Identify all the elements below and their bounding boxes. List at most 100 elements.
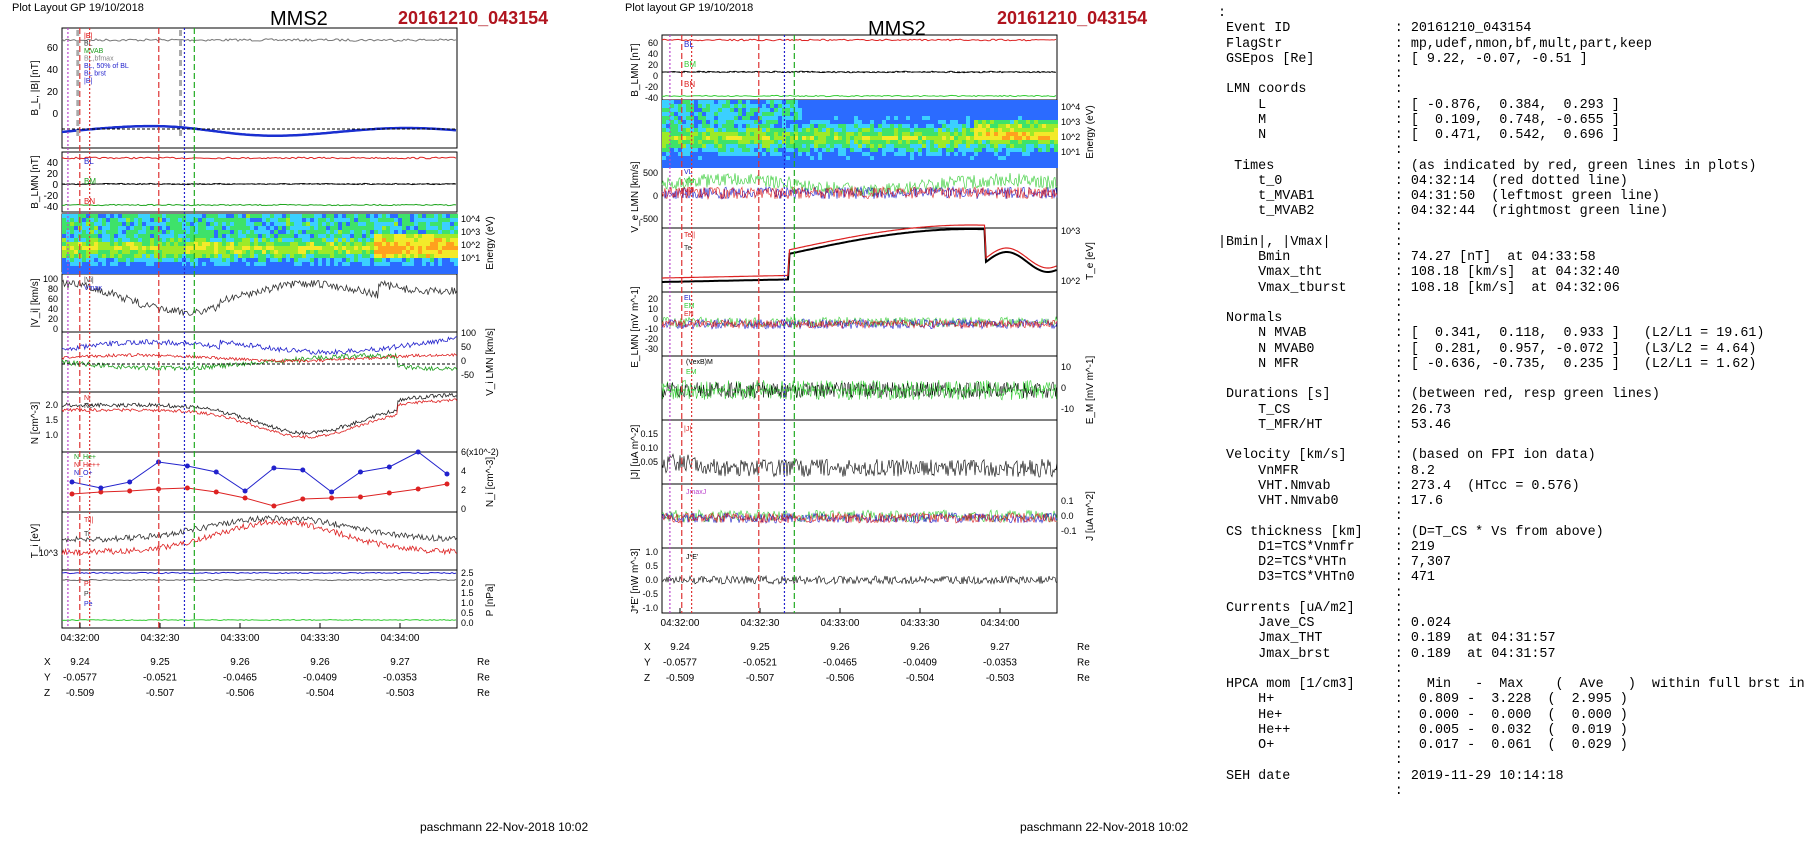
spectrogram-cell (850, 136, 854, 140)
spectrogram-cell (414, 222, 418, 226)
spectrogram-cell (1050, 124, 1054, 128)
spectrogram-cell (726, 120, 730, 124)
spectrogram-cell (378, 234, 382, 238)
spectrogram-cell (194, 254, 198, 258)
spectrogram-cell (346, 242, 350, 246)
spectrogram-cell (810, 124, 814, 128)
spectrogram-cell (230, 266, 234, 270)
spectrogram-cell (806, 132, 810, 136)
spectrogram-cell (366, 250, 370, 254)
spectrogram-cell (814, 164, 818, 168)
spectrogram-cell (978, 160, 982, 164)
spectrogram-cell (990, 112, 994, 116)
spectrogram-cell (682, 164, 686, 168)
spectrogram-cell (386, 234, 390, 238)
spectrogram-cell (878, 152, 882, 156)
spectrogram-cell (994, 112, 998, 116)
spectrogram-cell (370, 270, 374, 274)
spectrogram-cell (446, 266, 450, 270)
spectrogram-cell (826, 124, 830, 128)
spectrogram-cell (386, 242, 390, 246)
spectrogram-cell (674, 132, 678, 136)
spectrogram-cell (258, 262, 262, 266)
spectrogram-cell (62, 226, 66, 230)
spectrogram-cell (686, 112, 690, 116)
spectrogram-cell (1002, 120, 1006, 124)
spectrogram-cell (698, 100, 702, 104)
spectrogram-cell (918, 152, 922, 156)
spectrogram-cell (810, 152, 814, 156)
spectrogram-cell (1006, 120, 1010, 124)
spectrogram-cell (86, 250, 90, 254)
spectrogram-cell (986, 148, 990, 152)
spectrogram-cell (190, 214, 194, 218)
spectrogram-cell (434, 242, 438, 246)
spectrogram-cell (150, 218, 154, 222)
spectrogram-cell (670, 116, 674, 120)
spectrogram-cell (918, 140, 922, 144)
spectrogram-cell (938, 104, 942, 108)
spectrogram-cell (1030, 104, 1034, 108)
spectrogram-cell (390, 246, 394, 250)
spectrogram-cell (230, 222, 234, 226)
spectrogram-cell (738, 136, 742, 140)
spectrogram-cell (714, 100, 718, 104)
spectrogram-cell (854, 148, 858, 152)
spectrogram-cell (718, 100, 722, 104)
spectrogram-cell (922, 120, 926, 124)
spectrogram-cell (354, 214, 358, 218)
spectrogram-cell (738, 152, 742, 156)
middle-bl-line (661, 38, 1057, 42)
spectrogram-cell (914, 132, 918, 136)
spectrogram-cell (974, 108, 978, 112)
spectrogram-cell (62, 222, 66, 226)
spectrogram-cell (242, 254, 246, 258)
spectrogram-cell (190, 258, 194, 262)
spectrogram-cell (454, 234, 458, 238)
spectrogram-cell (226, 234, 230, 238)
spectrogram-cell (354, 234, 358, 238)
spectrogram-cell (238, 246, 242, 250)
spectrogram-cell (442, 270, 446, 274)
spectrogram-cell (170, 222, 174, 226)
left-panel-2-tick: 10^2 (461, 240, 480, 250)
spectrogram-cell (162, 226, 166, 230)
spectrogram-cell (1026, 156, 1030, 160)
middle-panel-4-tick: -10 (645, 324, 658, 334)
spectrogram-cell (902, 108, 906, 112)
spectrogram-cell (726, 116, 730, 120)
spectrogram-cell (306, 270, 310, 274)
spectrogram-cell (1046, 140, 1050, 144)
spectrogram-cell (310, 234, 314, 238)
spectrogram-cell (794, 128, 798, 132)
spectrogram-cell (954, 108, 958, 112)
spectrogram-cell (718, 112, 722, 116)
spectrogram-cell (1030, 120, 1034, 124)
left-panel-frame (61, 451, 458, 513)
left-panel-1-tick: 0 (52, 180, 58, 191)
spectrogram-cell (746, 132, 750, 136)
spectrogram-cell (354, 218, 358, 222)
spectrogram-cell (794, 100, 798, 104)
spectrogram-cell (670, 132, 674, 136)
spectrogram-cell (94, 214, 98, 218)
spectrogram-cell (762, 120, 766, 124)
spectrogram-cell (734, 100, 738, 104)
spectrogram-cell (290, 246, 294, 250)
spectrogram-cell (694, 128, 698, 132)
spectrogram-cell (790, 148, 794, 152)
spectrogram-cell (790, 136, 794, 140)
spectrogram-cell (294, 258, 298, 262)
spectrogram-cell (914, 136, 918, 140)
spectrogram-cell (314, 238, 318, 242)
spectrogram-cell (702, 108, 706, 112)
spectrogram-cell (1050, 104, 1054, 108)
spectrogram-cell (994, 116, 998, 120)
spectrogram-cell (70, 234, 74, 238)
spectrogram-cell (998, 160, 1002, 164)
middle-panel-0-legend: BN (684, 80, 695, 89)
spectrogram-cell (1050, 152, 1054, 156)
spectrogram-cell (954, 144, 958, 148)
spectrogram-cell (774, 160, 778, 164)
spectrogram-cell (790, 164, 794, 168)
